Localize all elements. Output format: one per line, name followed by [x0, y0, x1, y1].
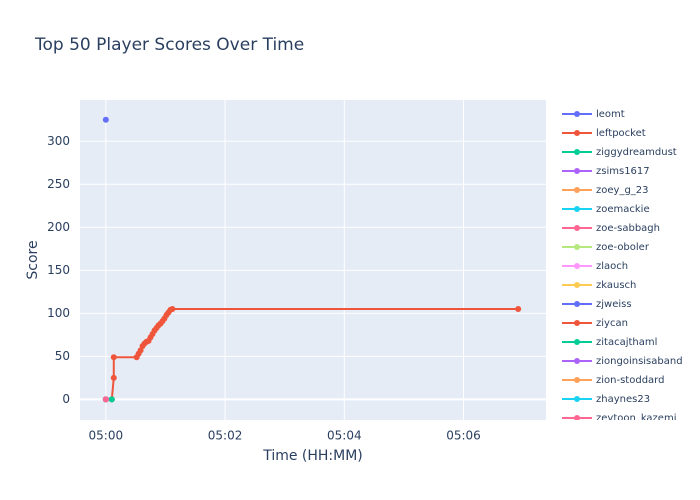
legend-label: zjweiss [596, 299, 632, 310]
y-axis-label: Score [25, 240, 41, 279]
x-tick-label: 05:04 [327, 429, 362, 443]
legend-swatch-marker [574, 149, 580, 155]
legend-swatch-marker [574, 130, 580, 136]
y-tick-label: 50 [55, 349, 70, 363]
legend-item[interactable]: zeytoon_kazemi [562, 413, 676, 424]
plot-background [80, 100, 546, 420]
y-tick-label: 100 [47, 306, 70, 320]
data-point [110, 374, 117, 381]
legend-swatch-marker [574, 396, 580, 402]
legend-item[interactable]: zoe-sabbagh [562, 223, 660, 234]
legend-label: zion-stoddard [596, 375, 664, 386]
legend-item[interactable]: ziycan [562, 318, 628, 329]
chart-title: Top 50 Player Scores Over Time [34, 35, 304, 55]
legend-item[interactable]: zion-stoddard [562, 375, 664, 386]
data-point [108, 396, 115, 403]
data-point [102, 396, 109, 403]
legend-swatch-marker [574, 320, 580, 326]
legend-swatch-marker [574, 301, 580, 307]
legend-item[interactable]: zsims1617 [562, 166, 650, 177]
legend-swatch-marker [574, 282, 580, 288]
legend-label: leomt [596, 109, 625, 120]
legend-swatch-marker [574, 168, 580, 174]
legend-swatch-marker [574, 111, 580, 117]
legend-label: zhaynes23 [596, 394, 650, 405]
legend-item[interactable]: zhaynes23 [562, 394, 650, 405]
legend-item[interactable]: zitacajthaml [562, 337, 657, 348]
legend-label: ziggydreamdust [596, 147, 677, 158]
legend-item[interactable]: zoemackie [562, 204, 650, 215]
legend-label: zkausch [596, 280, 636, 291]
legend-item[interactable]: zlaoch [562, 261, 628, 272]
legend-label: ziongoinsisaband [596, 356, 683, 367]
legend-item[interactable]: leftpocket [562, 128, 646, 139]
legend-label: zsims1617 [596, 166, 650, 177]
legend-label: zoey_g_23 [596, 185, 649, 196]
y-tick-label: 300 [47, 134, 70, 148]
y-tick-label: 250 [47, 177, 70, 191]
legend-label: zitacajthaml [596, 337, 657, 348]
legend-swatch-marker [574, 377, 580, 383]
legend-swatch-marker [574, 244, 580, 250]
legend-item[interactable]: zjweiss [562, 299, 632, 310]
x-tick-label: 05:06 [446, 429, 481, 443]
legend-swatch-marker [574, 358, 580, 364]
legend-label: zeytoon_kazemi [596, 413, 676, 424]
legend-item[interactable]: zoe-oboler [562, 242, 650, 253]
legend-label: zoe-oboler [596, 242, 650, 253]
data-point [169, 306, 176, 313]
data-point [102, 116, 109, 123]
legend-swatch-marker [574, 187, 580, 193]
y-tick-label: 200 [47, 220, 70, 234]
legend-swatch-marker [574, 415, 580, 420]
y-tick-label: 0 [62, 392, 70, 406]
legend-label: zoe-sabbagh [596, 223, 660, 234]
legend-item[interactable]: zoey_g_23 [562, 185, 649, 196]
legend-swatch-marker [574, 263, 580, 269]
legend-swatch-marker [574, 225, 580, 231]
legend-label: zlaoch [596, 261, 628, 272]
legend-label: ziycan [596, 318, 628, 329]
legend-item[interactable]: leomt [562, 109, 625, 120]
legend-label: zoemackie [596, 204, 650, 215]
legend-label: leftpocket [596, 128, 646, 139]
x-axis-label: Time (HH:MM) [262, 448, 363, 464]
y-tick-label: 150 [47, 263, 70, 277]
data-point [515, 306, 522, 313]
legend-item[interactable]: ziongoinsisaband [562, 356, 683, 367]
x-tick-label: 05:00 [89, 429, 124, 443]
data-point [110, 354, 117, 361]
legend-item[interactable]: zkausch [562, 280, 636, 291]
legend-swatch-marker [574, 206, 580, 212]
legend-item[interactable]: ziggydreamdust [562, 147, 677, 158]
legend-swatch-marker [574, 339, 580, 345]
x-tick-label: 05:02 [208, 429, 243, 443]
